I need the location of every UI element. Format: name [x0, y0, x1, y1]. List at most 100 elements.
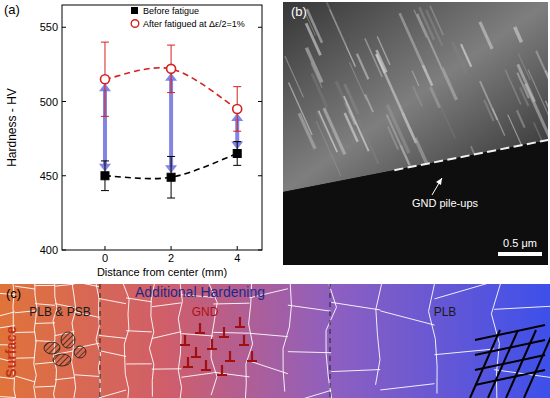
dislocation-streak — [438, 101, 455, 138]
grain-boundary — [209, 284, 217, 395]
dislocation-streak — [414, 10, 426, 38]
dislocation-symbol — [247, 351, 257, 361]
scale-bar-label: 0.5 μm — [503, 237, 537, 249]
dislocation-streak — [412, 71, 419, 86]
grain-boundary — [35, 322, 55, 324]
slip-band-grain — [74, 346, 86, 358]
zone-label: PLB & PSB — [29, 305, 90, 319]
grain-boundary — [181, 373, 213, 377]
y-tick-label: 450 — [40, 170, 58, 182]
grain-boundary — [149, 284, 154, 396]
y-tick — [258, 101, 262, 102]
grain-boundary — [126, 363, 152, 364]
marker — [167, 173, 175, 181]
dislocation-streak — [387, 115, 410, 165]
grain-boundary — [35, 285, 55, 286]
grain-boundary — [55, 378, 74, 380]
grain-boundary — [99, 390, 126, 398]
y-tick — [62, 27, 66, 28]
error-bar — [167, 45, 175, 93]
dislocation-streak — [528, 69, 548, 123]
y-tick — [258, 27, 262, 28]
panel-label: (a) — [4, 2, 20, 17]
gnd-pileup-dash — [487, 150, 496, 152]
plot-area — [99, 42, 243, 198]
dislocation-streak — [480, 22, 492, 49]
error-bar-cap — [233, 141, 241, 142]
slip-band-grain — [44, 342, 60, 354]
error-bar — [167, 156, 175, 198]
grain-boundary — [0, 312, 15, 316]
planar-slip-band — [475, 370, 545, 385]
error-bar-cap — [101, 160, 109, 161]
dislocation-streak — [345, 84, 358, 114]
dislocation-streak — [480, 81, 497, 120]
grain-boundary — [178, 284, 182, 398]
dislocation-streak — [426, 10, 442, 46]
dislocation-streak — [400, 13, 426, 72]
planar-slip-band — [475, 340, 545, 355]
dislocation-streak — [536, 51, 548, 86]
grain-boundary — [99, 335, 126, 338]
grain-boundary — [331, 370, 380, 372]
dislocation-streak — [358, 119, 378, 164]
error-bar-cap — [233, 86, 241, 87]
grain-boundary — [331, 302, 380, 310]
grain-boundary — [152, 303, 182, 307]
grain-boundary — [99, 299, 126, 304]
error-bar-cap — [101, 190, 109, 191]
image-background — [283, 2, 548, 265]
gnd-pileup-dash — [540, 140, 548, 142]
dislocation-streak — [365, 38, 382, 76]
slip-band-grain — [53, 354, 71, 366]
panel-label: (b) — [291, 4, 307, 19]
x-tick-label: 2 — [168, 252, 174, 264]
gnd-pileup-dash — [474, 153, 483, 155]
annotation-arrow-head — [436, 178, 442, 185]
dislocation-symbol — [217, 365, 227, 375]
marker — [233, 104, 242, 113]
grain-boundary — [380, 384, 434, 390]
panel-label: (c) — [6, 286, 21, 301]
grain-boundary — [283, 284, 291, 392]
error-bar-cap — [233, 165, 241, 166]
dislocation-streak — [299, 113, 315, 149]
grain-boundary — [288, 390, 331, 398]
dislocation-symbol — [207, 339, 217, 349]
dislocation-streak — [327, 2, 346, 45]
x-tick — [237, 246, 238, 250]
dislocation-streak — [545, 70, 548, 124]
error-bar-cap — [167, 92, 175, 93]
dislocation-streak — [336, 81, 349, 110]
dislocation-streak — [518, 54, 530, 80]
y-tick — [62, 101, 66, 102]
error-bar-cap — [101, 42, 109, 43]
y-tick — [62, 250, 66, 251]
x-tick — [104, 246, 105, 250]
annotation-arrow — [432, 178, 442, 195]
marker — [101, 172, 109, 180]
dislocation-symbol — [180, 335, 190, 345]
planar-slip-band — [475, 355, 545, 370]
gnd-pileup-dash — [461, 155, 470, 157]
figure-root: 400450500550024Distance from center (mm)… — [0, 0, 550, 398]
gnd-pileup-dash — [394, 168, 403, 170]
legend-label: Before fatigue — [143, 6, 199, 16]
y-tick-label: 400 — [40, 244, 58, 256]
dislocation-streak — [319, 111, 338, 152]
dislocation-streak — [505, 70, 521, 105]
scale-bar — [498, 252, 542, 256]
dislocation-streak — [285, 56, 304, 97]
figure: 400450500550024Distance from center (mm)… — [0, 0, 550, 398]
grain-boundary — [152, 368, 182, 369]
slip-band-grain — [61, 332, 75, 348]
dislocation-symbol — [235, 317, 245, 327]
dislocation-symbol — [219, 327, 229, 337]
grain-boundary — [250, 361, 288, 374]
grain-boundary — [123, 284, 129, 398]
grain-boundary — [494, 306, 550, 310]
schematic-background — [0, 284, 550, 398]
grain-boundary — [213, 332, 249, 334]
gnd-pileup-dash — [527, 142, 536, 144]
dislocation-streak — [452, 42, 466, 73]
